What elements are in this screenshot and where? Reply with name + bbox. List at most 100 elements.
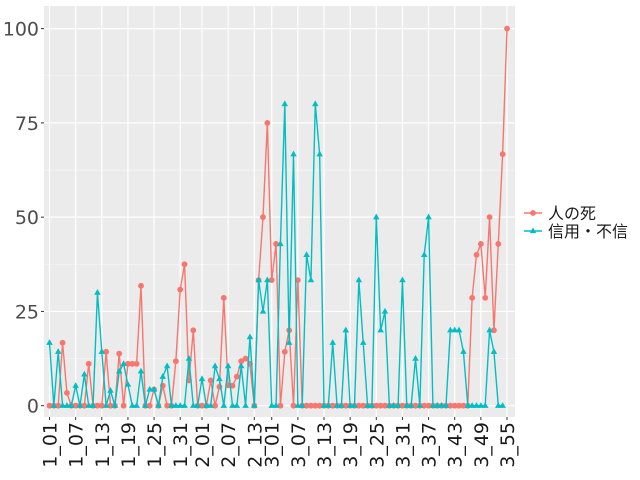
- data-point: [181, 261, 188, 268]
- data-point: [155, 402, 162, 408]
- data-point: [273, 241, 279, 247]
- data-point: [172, 402, 180, 408]
- legend-item-0: 人の死: [524, 204, 596, 223]
- data-point: [115, 367, 123, 374]
- data-point: [504, 25, 510, 32]
- data-point: [368, 402, 376, 408]
- legend-label: 信用・不信: [548, 222, 628, 241]
- data-point: [499, 151, 506, 158]
- data-point: [495, 241, 502, 247]
- data-point: [125, 360, 131, 367]
- data-point: [285, 339, 293, 345]
- data-point: [338, 402, 345, 408]
- x-tick-label: 1_13: [92, 422, 114, 468]
- data-point: [342, 326, 350, 333]
- data-point: [55, 402, 62, 409]
- data-point: [94, 402, 101, 409]
- x-tick-label: 2_13: [244, 422, 266, 468]
- data-point: [394, 402, 402, 408]
- x-tick-label: 3_19: [340, 422, 362, 468]
- data-point: [412, 354, 419, 361]
- legend-item-1: 信用・不信: [524, 222, 628, 241]
- data-point: [129, 402, 136, 408]
- data-point: [54, 348, 62, 354]
- data-point: [482, 294, 489, 301]
- series-1: [46, 100, 506, 408]
- data-point: [150, 385, 158, 392]
- x-tick-label: 3_13: [314, 422, 336, 468]
- data-point: [107, 402, 114, 409]
- data-point: [407, 402, 415, 408]
- data-point: [120, 402, 127, 409]
- data-point: [242, 355, 249, 362]
- data-point: [438, 402, 445, 408]
- data-point: [64, 389, 70, 396]
- data-point: [146, 385, 153, 392]
- data-point: [346, 402, 354, 408]
- data-point: [434, 402, 441, 408]
- data-point: [233, 402, 241, 408]
- data-point: [390, 402, 397, 408]
- data-point: [303, 251, 310, 258]
- data-point: [307, 276, 315, 283]
- y-axis: 0 25 50 75 100: [3, 19, 44, 418]
- data-point: [220, 402, 228, 408]
- data-point: [455, 326, 463, 333]
- data-point: [159, 373, 167, 379]
- data-point: [329, 402, 336, 409]
- data-point: [268, 402, 275, 408]
- data-point: [312, 100, 319, 107]
- data-point: [98, 402, 105, 409]
- data-point: [146, 402, 153, 409]
- data-point: [294, 402, 302, 408]
- data-point: [386, 402, 393, 408]
- data-point: [420, 251, 428, 258]
- data-point: [212, 402, 218, 409]
- grid-lines: [44, 6, 515, 417]
- data-point: [281, 348, 288, 355]
- x-axis: 1_01 1_07 1_13 1_19 1_25 1_31 2_01 2_07 2_133_01…: [40, 417, 519, 468]
- data-point: [382, 402, 388, 409]
- data-point: [137, 367, 145, 374]
- data-point: [251, 402, 258, 408]
- data-point: [377, 402, 384, 409]
- data-point: [359, 339, 367, 345]
- x-tick-label: 1_19: [118, 422, 140, 468]
- data-point: [442, 402, 450, 408]
- data-point: [377, 326, 384, 333]
- data-point: [133, 360, 140, 367]
- data-point: [133, 402, 140, 408]
- y-tick-label: 75: [15, 113, 39, 135]
- x-tick-label: 2_01: [192, 422, 214, 468]
- x-tick-label: 3_37: [419, 422, 441, 468]
- data-point: [220, 294, 227, 301]
- data-point: [163, 362, 171, 369]
- data-point: [181, 402, 188, 408]
- data-point: [190, 402, 197, 408]
- data-point: [355, 276, 363, 283]
- data-point: [246, 333, 254, 340]
- data-point: [224, 362, 232, 369]
- data-point: [425, 402, 432, 409]
- data-point: [429, 402, 437, 408]
- data-point: [499, 402, 506, 408]
- data-point: [373, 213, 380, 220]
- data-point: [107, 387, 114, 393]
- data-point: [477, 241, 484, 247]
- data-point: [403, 402, 411, 408]
- x-tick-label: 3_49: [471, 422, 493, 468]
- data-point: [103, 348, 110, 355]
- data-point: [316, 402, 323, 409]
- x-tick-label: 3_55: [497, 422, 519, 468]
- data-point: [238, 358, 245, 365]
- data-point: [312, 402, 319, 409]
- x-tick-label: 1_25: [144, 422, 166, 468]
- data-point: [116, 350, 123, 357]
- data-point: [255, 276, 262, 283]
- data-point: [72, 382, 79, 388]
- data-point: [207, 377, 214, 384]
- data-point: [451, 402, 458, 409]
- data-point: [399, 402, 406, 409]
- data-point: [164, 402, 171, 409]
- data-point: [264, 119, 271, 126]
